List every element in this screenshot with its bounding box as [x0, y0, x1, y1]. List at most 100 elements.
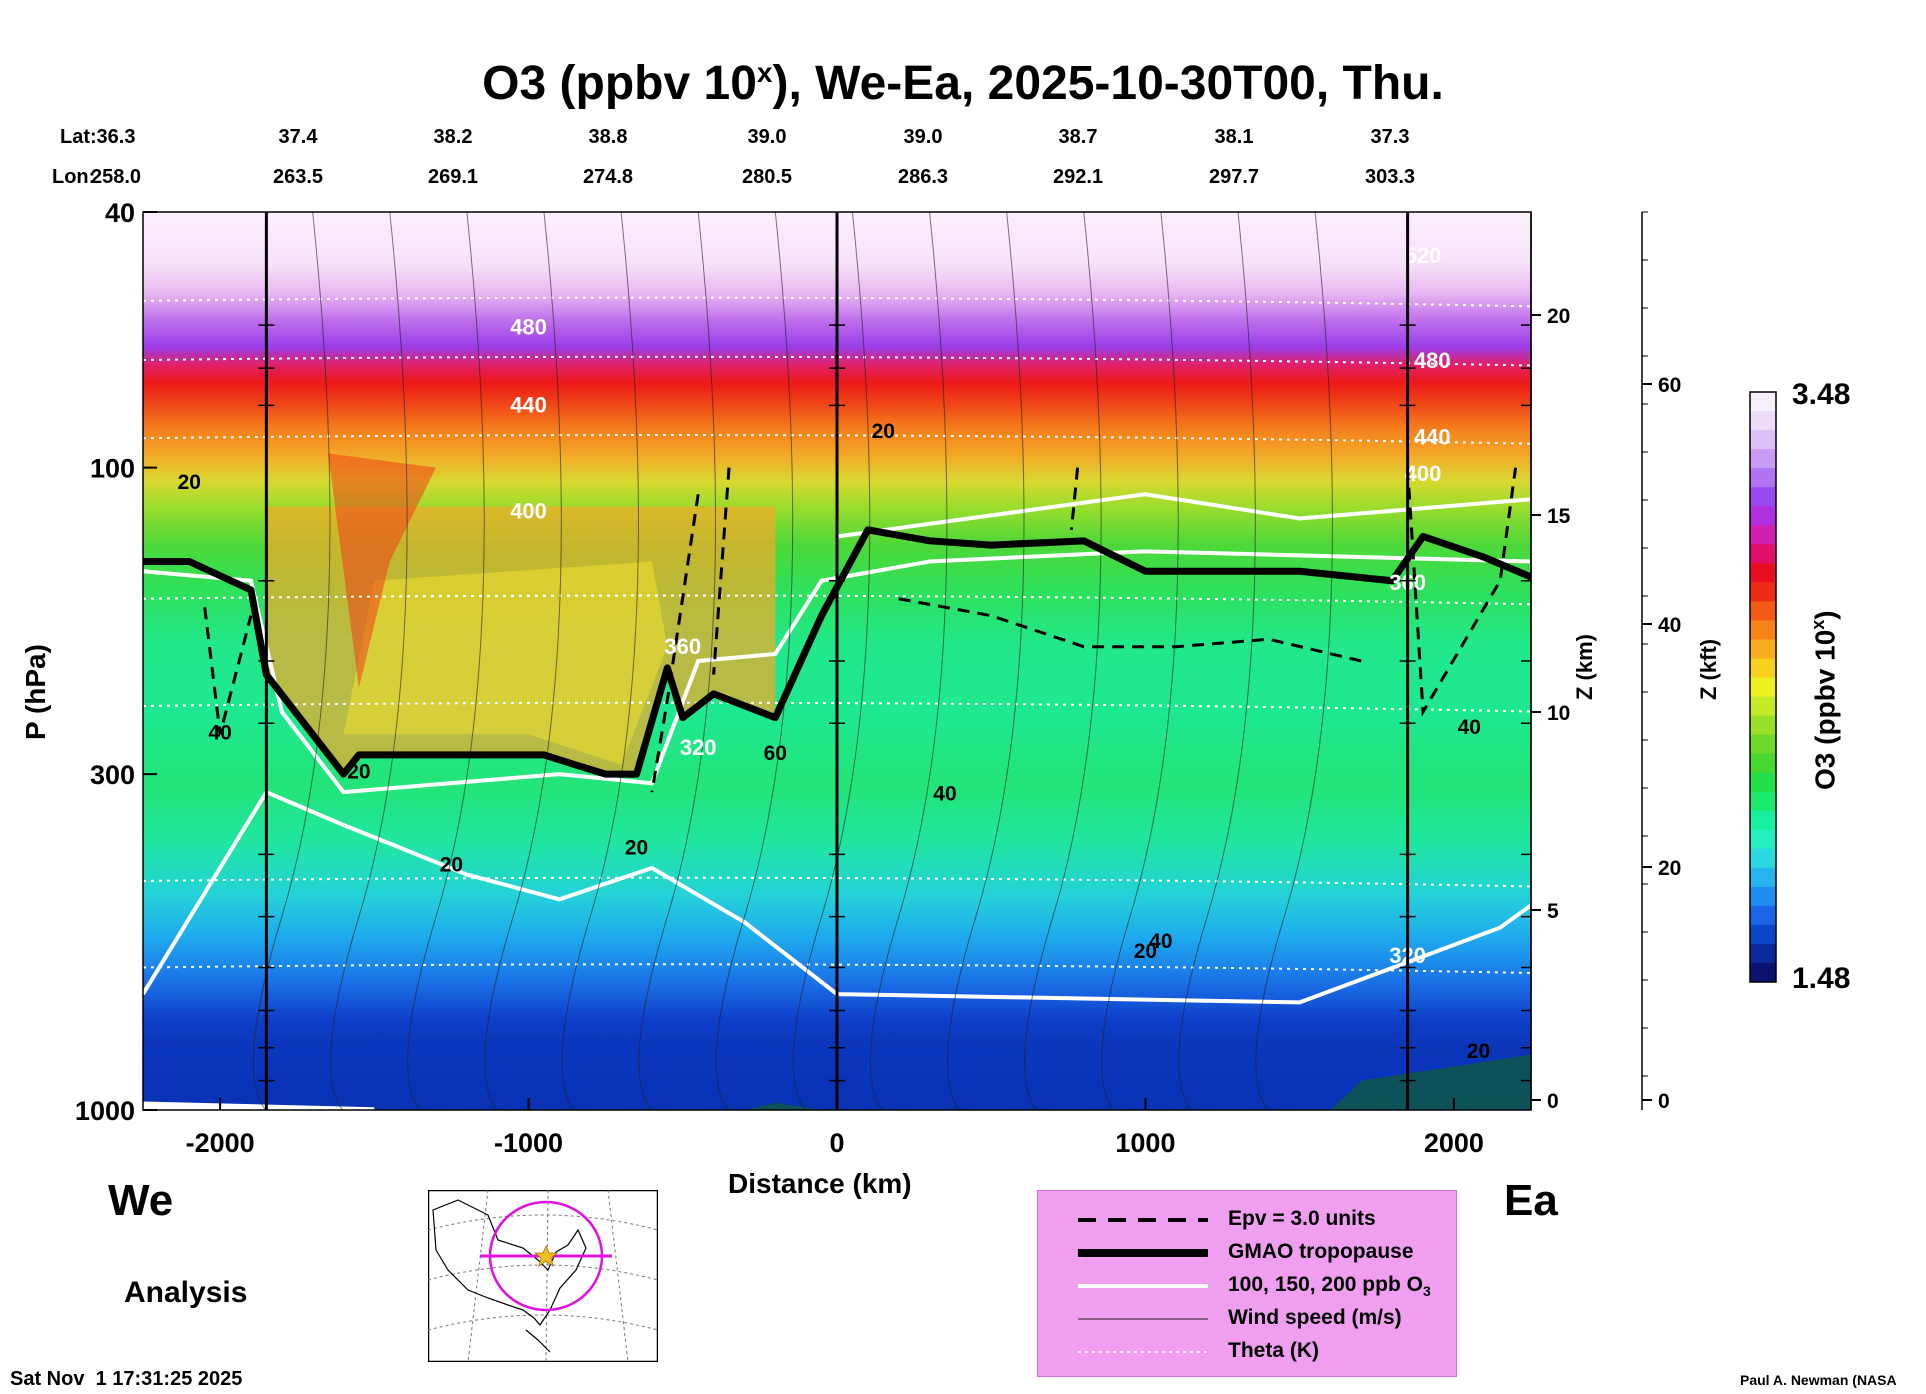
z-kft-tick-label: 40: [1658, 614, 1681, 637]
colorbar-swatch: [1750, 468, 1776, 488]
wind-contour: [946, 212, 1032, 1110]
lon-value: 303.3: [1364, 166, 1416, 188]
colorbar-swatch: [1750, 430, 1776, 450]
wind-contour: [638, 212, 723, 1110]
o3-contour-100: [143, 789, 1531, 1005]
z-kft-axis-label: Z (kft): [1696, 638, 1721, 700]
wind-contour: [252, 212, 338, 1110]
colorbar-swatch: [1750, 924, 1776, 945]
lat-value: 38.8: [588, 126, 628, 148]
colorbar-swatch: [1750, 810, 1776, 831]
tropopause-line: [143, 526, 1531, 778]
theta-label: 480: [510, 314, 547, 339]
z-km-tick-label: 20: [1547, 305, 1570, 328]
y-tick-label: 300: [90, 760, 135, 790]
lon-value: 263.5: [272, 166, 324, 188]
theta-label: 400: [510, 498, 547, 523]
z-km-tick-label: 0: [1547, 1090, 1559, 1113]
y-axis-label: P (hPa): [20, 644, 51, 740]
west-label: We: [108, 1176, 174, 1225]
colorbar-swatch: [1750, 582, 1776, 602]
lat-value: 38.2: [433, 126, 473, 148]
lat-value: 38.7: [1058, 126, 1098, 148]
locator-map: [428, 1190, 658, 1362]
colorbar-swatch: [1750, 867, 1776, 888]
legend-item-theta: Theta (K): [1078, 1339, 1319, 1362]
colorbar-swatch: [1750, 943, 1776, 964]
colorbar-swatch: [1750, 753, 1776, 774]
colorbar-swatch: [1750, 772, 1776, 793]
ozone-intrusion-red: [328, 453, 437, 688]
colorbar-swatch: [1750, 734, 1776, 755]
wind-label: 40: [933, 783, 956, 806]
wind-label: 20: [872, 420, 895, 443]
timestamp: Sat Nov 1 17:31:25 2025: [10, 1368, 243, 1390]
x-axis-label: Distance (km): [728, 1168, 912, 1199]
colorbar-swatch: [1750, 487, 1776, 507]
lat-label: Lat:: [60, 126, 97, 148]
lon-value: 292.1: [1052, 166, 1104, 188]
colorbar-swatch: [1750, 905, 1776, 926]
theta-label: 360: [664, 634, 701, 659]
colorbar-swatch: [1750, 848, 1776, 869]
wind-contour: [1101, 212, 1186, 1110]
z-kft-tick-label: 60: [1658, 374, 1681, 397]
theta-label: 440: [1414, 424, 1451, 449]
colorbar-swatch: [1750, 715, 1776, 736]
wind-contour: [1178, 212, 1263, 1110]
lon-value: 286.3: [897, 166, 949, 188]
colorbar-swatch: [1750, 601, 1776, 621]
x-tick-label: 2000: [1424, 1128, 1484, 1158]
missing-data-area: [143, 1101, 375, 1110]
epv-contour: [203, 467, 1518, 793]
colorbar-frame: [1749, 391, 1777, 983]
z-kft-tick-label: 20: [1658, 857, 1681, 880]
colorbar-swatch: [1750, 886, 1776, 907]
o3-contour-150: [836, 492, 1531, 539]
lat-value: 36.3: [96, 126, 136, 148]
colorbar-swatch: [1750, 525, 1776, 545]
lon-value: 258.0: [90, 166, 142, 188]
location-star-icon: [533, 1244, 559, 1267]
z-km-tick-label: 15: [1547, 505, 1571, 528]
theta-label: 440: [510, 392, 547, 417]
wind-label: 20: [1467, 1040, 1490, 1063]
wind-contour: [330, 212, 415, 1110]
wind-label: 40: [1149, 930, 1172, 953]
lat-value: 39.0: [747, 126, 787, 148]
colorbar-swatch: [1750, 411, 1776, 431]
lon-value: 274.8: [582, 166, 634, 188]
colorbar-swatch: [1750, 829, 1776, 850]
colorbar-swatch: [1750, 677, 1776, 698]
theta-label: 400: [1405, 461, 1442, 486]
theta-label: 480: [1414, 348, 1451, 373]
colorbar-swatch: [1750, 449, 1776, 469]
colorbar-swatch: [1750, 658, 1776, 678]
lat-value: 37.3: [1370, 126, 1410, 148]
lat-value: 37.4: [278, 126, 318, 148]
legend-item-tropopause: GMAO tropopause: [1078, 1240, 1414, 1263]
colorbar-min: 1.48: [1792, 962, 1851, 995]
wind-contour: [484, 212, 569, 1110]
analysis-label: Analysis: [124, 1276, 248, 1309]
chart-title: O3 (ppbv 10x), We-Ea, 2025-10-30T00, Thu…: [482, 57, 1444, 110]
x-tick-label: 0: [829, 1128, 844, 1158]
x-tick-label: -2000: [186, 1128, 255, 1158]
colorbar-swatch: [1750, 696, 1776, 717]
wind-label: 20: [440, 853, 463, 876]
credit: Paul A. Newman (NASA: [1740, 1372, 1897, 1388]
colorbar-max: 3.48: [1792, 378, 1851, 411]
wind-contour: [715, 212, 800, 1110]
lat-value: 38.1: [1214, 126, 1254, 148]
lat-value: 39.0: [903, 126, 943, 148]
colorbar-swatch: [1750, 544, 1776, 564]
y-tick-label: 100: [90, 454, 135, 484]
colorbar-swatch: [1750, 639, 1776, 659]
z-km-tick-label: 10: [1547, 702, 1570, 725]
wind-contour: [869, 212, 955, 1110]
theta-label: 520: [1405, 243, 1442, 268]
wind-label: 60: [764, 742, 787, 765]
colorbar-swatch: [1750, 506, 1776, 526]
colorbar-swatch: [1750, 563, 1776, 583]
